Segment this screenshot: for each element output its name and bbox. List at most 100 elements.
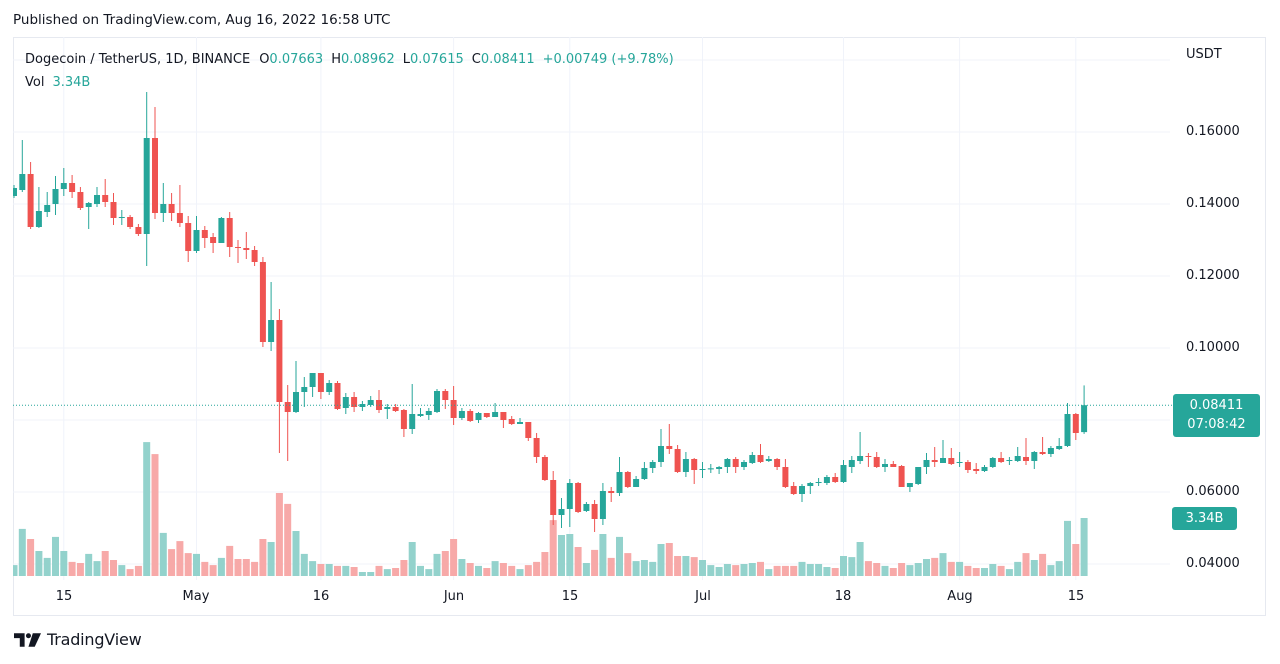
candle: [143, 92, 150, 266]
volume-bar: [251, 561, 259, 576]
volume-bar: [1039, 553, 1047, 576]
candle: [1023, 438, 1029, 465]
high-value: 0.08962: [340, 51, 395, 67]
candle-body: [906, 483, 913, 487]
volume-bar: [864, 561, 872, 576]
volume-bar: [242, 559, 250, 576]
volume-bar: [375, 565, 383, 576]
tradingview-brand-link[interactable]: TradingView: [14, 630, 142, 649]
volume-bar: [1005, 569, 1013, 576]
volume-bar: [989, 564, 997, 576]
candle: [1039, 437, 1046, 455]
candle-body: [19, 174, 26, 190]
candle-body: [699, 469, 706, 470]
candle-body: [27, 174, 34, 227]
volume-bar: [35, 551, 43, 576]
symbol-title[interactable]: Dogecoin / TetherUS, 1D, BINANCE: [25, 51, 251, 67]
candle: [508, 416, 515, 425]
candle-body: [351, 397, 358, 407]
candle-body: [284, 402, 291, 412]
candle-body: [840, 465, 847, 482]
candle: [276, 309, 283, 453]
candle-body: [1023, 457, 1029, 461]
volume-bar: [425, 569, 433, 576]
candle-body: [135, 227, 142, 234]
candle: [259, 257, 266, 347]
candle-body: [110, 202, 117, 218]
candle-body: [193, 230, 200, 251]
candle: [400, 409, 407, 437]
time-tick-label: Aug: [947, 589, 973, 604]
volume-bar: [640, 560, 648, 576]
candle-body: [44, 205, 51, 212]
volume-bar: [823, 567, 831, 576]
candle: [682, 452, 689, 477]
volume-bar: [400, 560, 408, 576]
candle-body: [517, 422, 523, 424]
volume-bar: [18, 528, 26, 576]
volume-bar: [267, 542, 275, 576]
candle-body: [931, 460, 938, 462]
candle-body: [666, 446, 673, 449]
candle: [27, 162, 34, 229]
candle: [591, 500, 598, 532]
candle-body: [857, 456, 864, 461]
candle-body: [1056, 446, 1063, 449]
candle: [1031, 451, 1038, 469]
candle: [691, 458, 698, 484]
candle-body: [326, 383, 333, 392]
volume-bar: [325, 564, 333, 576]
candle: [201, 226, 208, 248]
candle-body: [409, 414, 416, 429]
candle: [384, 404, 391, 419]
volume-bar: [491, 561, 499, 576]
price-tick-label: 0.14000: [1186, 196, 1240, 211]
volume-bar: [757, 561, 764, 576]
volume-bar: [541, 552, 549, 576]
open-value: 0.07663: [269, 51, 324, 67]
volume-bar: [134, 565, 142, 576]
volume-bar: [806, 564, 814, 576]
candle: [434, 389, 440, 413]
currency-label: USDT: [1186, 47, 1222, 62]
volume-bar: [1080, 518, 1088, 576]
volume-bar: [723, 564, 731, 576]
volume-bar: [433, 553, 441, 576]
candle: [964, 460, 971, 473]
candle: [317, 373, 324, 399]
volume-bar: [657, 544, 665, 576]
volume-label[interactable]: Vol: [25, 74, 45, 90]
candle-body: [102, 195, 109, 202]
candle-body: [13, 188, 17, 196]
volume-bar: [209, 565, 217, 576]
candle-body: [1006, 460, 1013, 461]
candle: [359, 401, 366, 411]
candle-body: [956, 462, 963, 463]
volume-bar: [168, 549, 176, 576]
volume-bar: [923, 559, 930, 576]
candle-body: [176, 213, 183, 223]
volume-bar: [815, 564, 823, 576]
legend-ohlc-row: Dogecoin / TetherUS, 1D, BINANCE O0.0766…: [25, 48, 674, 71]
volume-bar: [781, 565, 789, 576]
candle: [550, 471, 557, 525]
candle-body: [682, 459, 689, 472]
time-axis[interactable]: 15 May 16 Jun 15 Jul 18 Aug 15: [13, 580, 1170, 615]
volume-bar: [342, 565, 350, 576]
volume-bar: [964, 565, 972, 576]
candle-body: [558, 509, 565, 515]
candle-body: [425, 411, 432, 415]
volume-bar: [533, 561, 541, 576]
price-axis[interactable]: USDT 0.16000 0.14000 0.12000 0.10000 0.0…: [1170, 37, 1265, 580]
volume-bar: [126, 569, 134, 576]
volume-bar: [599, 534, 607, 576]
candle: [1072, 413, 1079, 440]
chart-pane[interactable]: [13, 37, 1170, 580]
candle: [558, 498, 565, 528]
volume-bar: [110, 560, 117, 576]
candle: [492, 403, 499, 417]
volume-bar: [234, 559, 242, 576]
candle-body: [168, 204, 175, 213]
volume-bar: [856, 542, 864, 576]
candle-body: [716, 467, 723, 469]
